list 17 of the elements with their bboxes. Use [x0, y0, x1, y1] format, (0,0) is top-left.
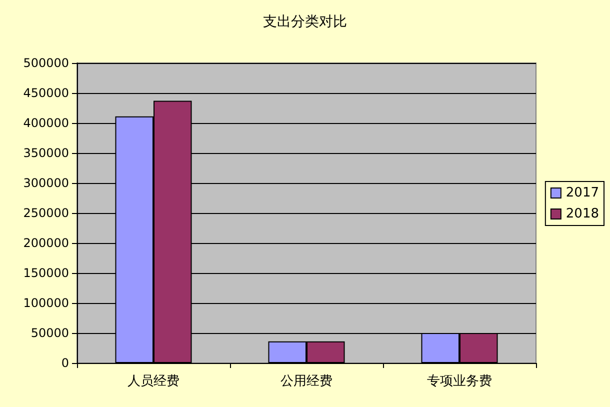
legend-label: 2018 [566, 206, 600, 222]
x-tick-label: 公用经费 [280, 374, 332, 389]
y-tick-label: 350000 [23, 146, 69, 160]
y-tick-label: 50000 [30, 326, 69, 340]
y-tick-label: 200000 [23, 236, 69, 250]
y-tick-label: 400000 [23, 116, 69, 130]
chart-title: 支出分类对比 [263, 14, 347, 30]
y-tick-label: 300000 [23, 176, 69, 190]
x-tick-label: 人员经费 [128, 374, 180, 389]
y-tick-label: 150000 [23, 266, 69, 280]
legend-label: 2017 [566, 186, 600, 200]
y-tick-label: 500000 [23, 56, 69, 70]
y-tick-label: 250000 [23, 206, 69, 220]
y-tick-label: 0 [61, 356, 69, 370]
y-tick-label: 450000 [23, 86, 69, 100]
x-tick-label: 专项业务费 [427, 374, 492, 389]
y-tick-label: 100000 [23, 296, 69, 310]
